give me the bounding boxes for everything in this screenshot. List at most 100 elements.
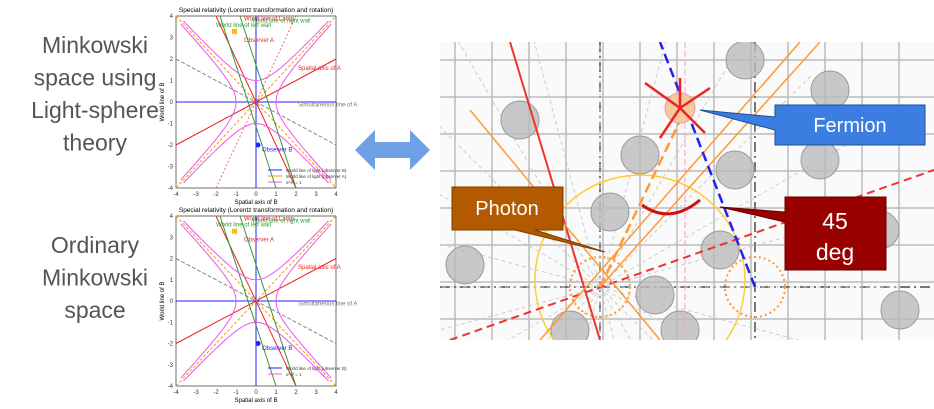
captions: Minkowski space using Light-sphere theory Or…: [31, 32, 159, 323]
annotation: World line of right wall: [252, 18, 311, 24]
x-tick-label: 4: [334, 390, 338, 396]
plot: Special relativity (Lorentz transformati…: [160, 207, 357, 404]
red-dash: [449, 169, 934, 340]
x-tick-label: -2: [213, 192, 219, 198]
particle: [635, 275, 675, 315]
particle: [500, 100, 540, 140]
x-tick-label: -1: [233, 390, 239, 396]
light-line: [469, 109, 661, 340]
particle: [880, 290, 920, 330]
plot-line: [239, 215, 297, 387]
x-tick-label: 2: [294, 390, 298, 396]
photon-box: [451, 186, 606, 253]
double-arrow: [355, 130, 430, 170]
ray: [440, 126, 601, 288]
y-tick-label: 0: [170, 100, 174, 106]
caption-line: Minkowski: [42, 32, 148, 58]
angle-label: 45: [822, 208, 848, 234]
hyperbola: [183, 20, 329, 82]
y-tick-label: 4: [170, 14, 174, 20]
angle-arc: [641, 198, 701, 216]
y-axis-label: World line of B: [160, 282, 166, 321]
particle: [620, 135, 660, 175]
annotation: World line of left wall: [216, 23, 271, 29]
plot-line: [175, 58, 337, 146]
particle: [715, 150, 755, 190]
y-tick-label: 3: [170, 235, 174, 241]
legend-label: World line of light (observer B): [286, 366, 347, 371]
plot-line: [239, 15, 297, 189]
annotation: Observer A: [244, 238, 274, 244]
plot-title: Special relativity (Lorentz transformati…: [179, 7, 333, 14]
arrow: [679, 86, 711, 110]
x-tick-label: 3: [314, 192, 318, 198]
arrow: [644, 81, 681, 110]
plot-line: [219, 215, 277, 387]
particle: [800, 140, 840, 180]
legend-label: World line of light (observer B): [286, 168, 347, 173]
particle: [550, 310, 590, 340]
annotation: Observer B: [262, 147, 292, 153]
angle-box: [719, 196, 887, 271]
y-tick-label: 4: [170, 214, 174, 220]
hyperbola: [180, 23, 237, 181]
annotation: World line of right wall: [252, 218, 311, 224]
caption-line: Light-sphere: [31, 97, 159, 123]
particle: [700, 230, 740, 270]
plot: Special relativity (Lorentz transformati…: [160, 7, 357, 206]
x-tick-label: 0: [254, 192, 258, 198]
x-tick-label: 0: [254, 390, 258, 396]
hyperbola: [183, 321, 329, 382]
y-tick-label: -2: [168, 342, 174, 348]
legend-label: x²-t² = 1: [286, 372, 302, 377]
light-sphere: [569, 256, 631, 318]
lamp: [232, 228, 237, 234]
particle: [660, 310, 700, 340]
x-axis-label: Spatial axis of B: [234, 200, 277, 206]
light-sphere: [724, 256, 786, 318]
annotation: Observer B: [262, 346, 292, 352]
fermion-path: [658, 42, 757, 288]
lamp: [232, 28, 237, 34]
annotation: Simultaneous line of A: [298, 301, 357, 307]
y-tick-label: -4: [168, 384, 174, 390]
y-tick-label: 2: [170, 57, 174, 63]
observer-b: [255, 341, 261, 346]
ray: [440, 243, 601, 288]
light-line: [599, 42, 821, 288]
x-tick-label: 1: [274, 192, 278, 198]
observer-b: [255, 142, 261, 148]
ray: [599, 286, 693, 340]
y-tick-label: 0: [170, 299, 174, 305]
x-tick-label: -3: [193, 192, 199, 198]
x-tick-label: -2: [213, 390, 219, 396]
hyperbola: [275, 23, 332, 181]
legend-label: x²-t² = 1: [286, 180, 302, 185]
y-axis-label: World line of B: [160, 83, 166, 122]
ray: [440, 286, 601, 331]
particle: [810, 70, 850, 110]
legend-label: World line of light (observer A): [286, 174, 347, 179]
y-tick-label: -1: [168, 320, 174, 326]
angle-label: deg: [816, 239, 854, 265]
particle: [590, 192, 630, 232]
caption-line: theory: [63, 130, 127, 156]
ray: [599, 286, 615, 340]
plot-title: Special relativity (Lorentz transformati…: [179, 207, 333, 214]
y-tick-label: 3: [170, 36, 174, 42]
x-tick-label: 3: [314, 390, 318, 396]
annotation: World line of Lamp: [244, 16, 295, 22]
x-tick-label: -4: [173, 192, 179, 198]
photon-path: [598, 99, 692, 288]
x-tick-label: -1: [233, 192, 239, 198]
annotation: Spatial axis of A: [298, 265, 341, 271]
x-tick-label: -3: [193, 390, 199, 396]
hyperbola: [183, 220, 329, 281]
x-tick-label: 1: [274, 390, 278, 396]
light-line: [539, 42, 801, 340]
y-tick-label: -1: [168, 122, 174, 128]
callouts: Fermion Photon 45 deg: [451, 104, 926, 271]
plot-line: [219, 15, 277, 189]
y-tick-label: -3: [168, 165, 174, 171]
